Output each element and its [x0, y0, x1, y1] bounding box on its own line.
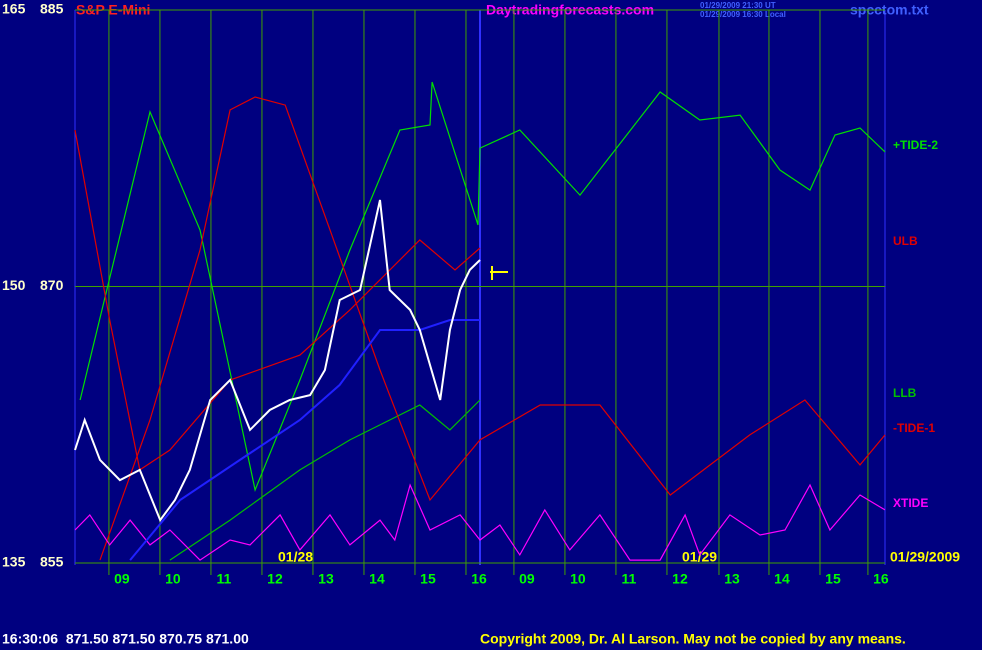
y2-tick-label: 165: [2, 1, 26, 17]
y-tick-label: 855: [40, 554, 64, 570]
file-name: spcctom.txt: [850, 2, 929, 18]
series-line: [99, 96, 886, 561]
forecast-marker: [490, 266, 508, 280]
ut-time: 01/29/2009 21:30 UT: [700, 1, 776, 10]
local-time: 01/29/2009 16:30 Local: [700, 10, 786, 19]
x-tick-label: 14: [774, 571, 790, 587]
series-label: ULB: [893, 234, 918, 248]
x-tick-label: 12: [672, 571, 688, 587]
series-line: [74, 199, 481, 523]
series-line: [79, 81, 886, 493]
x-tick-label: 13: [318, 571, 334, 587]
x-tick-label: 14: [369, 571, 385, 587]
x-tick-label: 11: [217, 571, 232, 587]
series-label: -TIDE-1: [893, 421, 935, 435]
y-tick-label: 885: [40, 1, 64, 17]
series-label: +TIDE-2: [893, 138, 938, 152]
x-tick-label: 12: [267, 571, 283, 587]
x-tick-label: 09: [519, 571, 535, 587]
date-label: 01/29/2009: [890, 549, 960, 565]
quote: 16:30:06 871.50 871.50 870.75 871.00: [2, 631, 249, 647]
x-tick-label: 16: [471, 571, 487, 587]
x-tick-label: 13: [724, 571, 740, 587]
series-label: XTIDE: [893, 496, 928, 510]
x-tick-label: 16: [873, 571, 889, 587]
x-tick-label: 10: [165, 571, 181, 587]
x-tick-label: 15: [420, 571, 436, 587]
series-line: [74, 129, 481, 471]
date-label: 01/29: [682, 549, 717, 565]
y2-tick-label: 150: [2, 277, 26, 293]
series-label: LLB: [893, 386, 917, 400]
y2-tick-label: 135: [2, 554, 26, 570]
x-tick-label: 10: [570, 571, 586, 587]
x-tick-label: 11: [622, 571, 637, 587]
series-line: [129, 319, 480, 561]
series-line: [169, 399, 481, 561]
x-tick-label: 15: [825, 571, 841, 587]
date-label: 01/28: [278, 549, 313, 565]
series-line: [74, 483, 886, 561]
copyright: Copyright 2009, Dr. Al Larson. May not b…: [480, 631, 906, 647]
y-tick-label: 870: [40, 277, 64, 293]
x-tick-label: 09: [114, 571, 130, 587]
